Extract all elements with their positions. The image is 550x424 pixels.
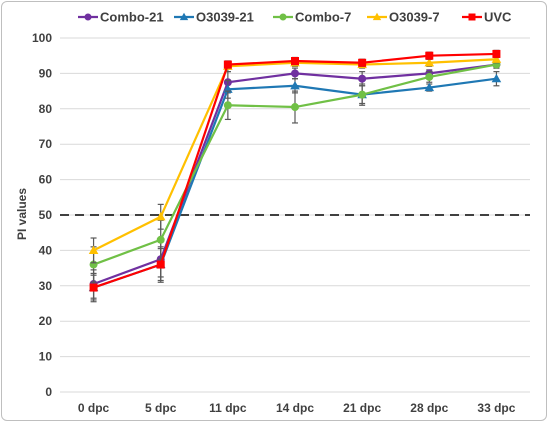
y-tick-label: 30	[39, 279, 53, 293]
x-tick-label: 21 dpc	[343, 401, 381, 415]
x-tick-label: 33 dpc	[477, 401, 515, 415]
y-tick-label: 60	[39, 173, 53, 187]
data-point-combo-7	[291, 103, 299, 112]
x-tick-label: 0 dpc	[78, 401, 110, 415]
y-tick-label: 70	[39, 137, 53, 151]
legend-label: UVC	[484, 10, 512, 25]
data-point-combo-21	[358, 74, 367, 83]
series-group	[88, 49, 502, 303]
y-tick-label: 10	[39, 350, 53, 364]
x-axis-ticks: 0 dpc 5 dpc 11 dpc 14 dpc 21 dpc 28 dpc 33 dpc	[78, 401, 516, 415]
legend-marker	[468, 13, 476, 21]
y-axis-title: PI values	[15, 188, 29, 240]
data-point-o3039-21	[290, 80, 300, 90]
data-point-o3039-7	[424, 57, 435, 67]
data-point-uvc	[223, 60, 232, 69]
y-tick-label: 80	[39, 102, 53, 116]
legend-entry-uvc: UVC	[462, 10, 512, 25]
data-point-o3039-21	[424, 82, 435, 92]
legend-label: Combo-21	[100, 10, 164, 25]
legend-label: Combo-7	[295, 10, 351, 25]
data-point-combo-7	[358, 90, 367, 99]
legend-entry-combo-7: Combo-7	[273, 10, 351, 25]
data-point-combo-7	[425, 72, 434, 81]
x-tick-label: 14 dpc	[276, 401, 314, 415]
y-tick-label: 90	[39, 66, 53, 80]
data-point-uvc	[425, 51, 434, 60]
y-axis-ticks: 0 10 20 30 40 50 60 70 80 90 100	[32, 31, 52, 399]
y-tick-label: 20	[39, 314, 53, 328]
data-point-o3039-7	[491, 54, 502, 63]
legend-marker	[84, 13, 92, 21]
legend-marker	[279, 13, 287, 21]
series-combo-7	[89, 60, 501, 283]
x-tick-label: 28 dpc	[410, 401, 448, 415]
legend-label: O3039-7	[389, 10, 440, 25]
data-point-combo-21	[291, 69, 299, 78]
data-point-o3039-21	[491, 73, 502, 83]
data-point-uvc	[291, 57, 299, 66]
legend-entry-o3039-21: O3039-21	[174, 10, 254, 25]
data-point-uvc	[358, 58, 367, 67]
data-point-uvc	[89, 283, 98, 292]
data-point-combo-7	[223, 101, 232, 110]
y-tick-label: 100	[32, 31, 52, 45]
y-tick-label: 40	[39, 243, 53, 257]
y-tick-label: 50	[39, 208, 53, 222]
data-point-combo-7	[156, 235, 165, 244]
legend-entry-o3039-7: O3039-7	[367, 10, 440, 25]
x-tick-label: 11 dpc	[209, 401, 247, 415]
legend-label: O3039-21	[196, 10, 254, 25]
data-point-o3039-7	[155, 211, 166, 221]
data-point-uvc	[156, 260, 165, 269]
legend-marker	[179, 12, 189, 21]
legend-entry-combo-21: Combo-21	[78, 10, 164, 25]
y-tick-label: 0	[45, 385, 52, 399]
x-tick-label: 5 dpc	[145, 401, 177, 415]
data-point-uvc	[492, 49, 501, 58]
legend-marker	[372, 12, 382, 21]
series-uvc	[89, 49, 501, 303]
data-point-o3039-7	[88, 245, 99, 254]
legend: Combo-21 O3039-21 Combo-7 O3039-7 UVC	[78, 10, 512, 25]
